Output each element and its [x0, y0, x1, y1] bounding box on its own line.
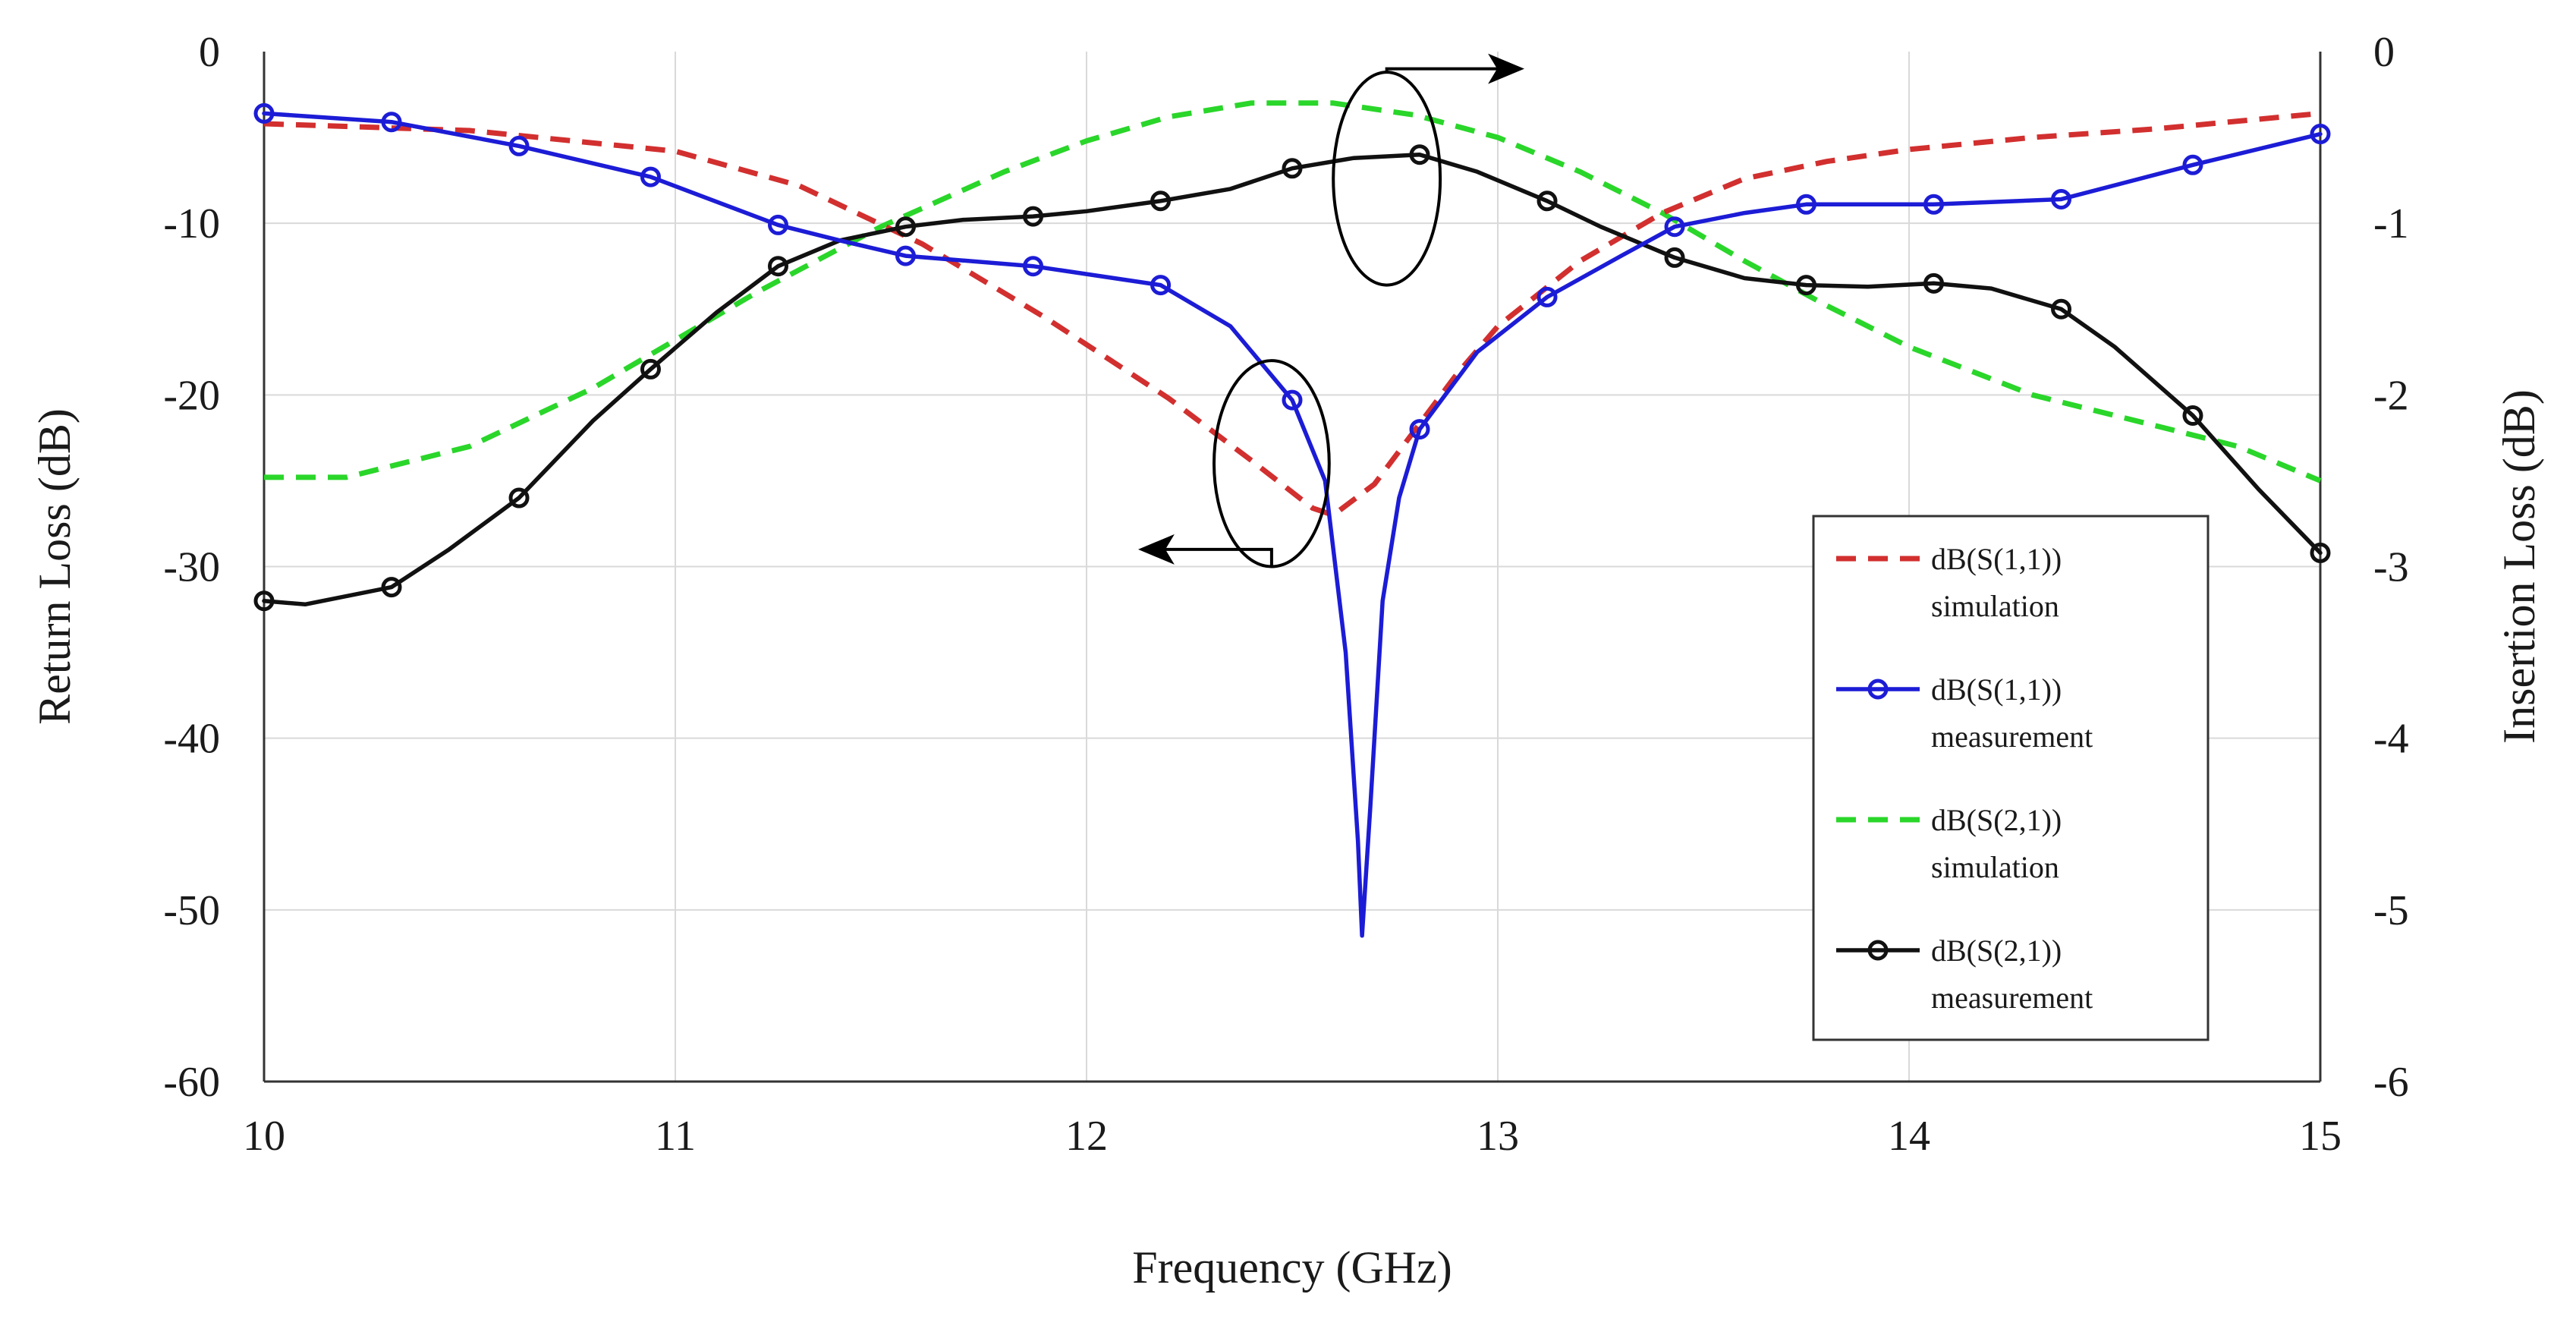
series-3-marker-6 [1023, 206, 1044, 227]
y2-tick-label-6: -6 [2373, 1059, 2409, 1106]
legend-label-0-line2: simulation [1931, 589, 2059, 623]
series-line-3 [262, 152, 2323, 607]
series-2 [264, 100, 2322, 483]
x-tick-label-4: 14 [1888, 1113, 1930, 1160]
series-3-marker-11 [1664, 247, 1685, 268]
legend-box [1812, 515, 2210, 1041]
series-3-marker-4 [768, 256, 788, 277]
y2-tick-label-0: 0 [2373, 29, 2395, 76]
legend-marker-3 [1867, 940, 1889, 961]
y-tick-label-4: -40 [163, 716, 220, 763]
series-1-marker-9 [1409, 419, 1430, 440]
series-3-marker-2 [508, 487, 530, 509]
plot-frame [263, 52, 2322, 1083]
series-line-1 [262, 111, 2323, 938]
x-tick-label-2: 12 [1065, 1113, 1108, 1160]
series-line-0 [263, 110, 2321, 518]
y-tick-label-5: -50 [163, 887, 220, 934]
y-tick-label-6: -60 [163, 1059, 220, 1106]
annotation-layer [1137, 53, 1525, 568]
legend-label-1-line2: measurement [1931, 720, 2093, 754]
tick-labels: 10 11 12 13 14 15 0 -10 -20 -30 -40 -50 -60 0 -1 -2 -3 -4… [163, 29, 2408, 1160]
series-1-marker-14 [2051, 189, 2072, 210]
x-tick-label-0: 10 [243, 1113, 285, 1160]
y-tick-label-2: -20 [163, 372, 220, 419]
legend-marker-1 [1867, 679, 1889, 700]
series-line-2 [264, 100, 2322, 483]
legend-label-0-line1: dB(S(1,1)) [1931, 542, 2062, 576]
series-1-marker-0 [253, 102, 275, 124]
series-3-marker-15 [2182, 405, 2203, 426]
series-3-marker-0 [253, 590, 275, 612]
series-1-marker-1 [381, 112, 402, 133]
series-layer [253, 100, 2331, 938]
legend: dB(S(1,1)) simulation dB(S(1,1)) measuremen… [1812, 515, 2210, 1041]
series-1-marker-15 [2182, 154, 2203, 175]
x-tick-label-1: 11 [655, 1113, 696, 1160]
y2-tick-label-4: -4 [2373, 716, 2409, 763]
series-1-marker-11 [1664, 216, 1685, 238]
series-1-marker-12 [1796, 194, 1816, 215]
series-1-marker-7 [1150, 275, 1172, 296]
series-3 [253, 144, 2331, 612]
y-tick-label-1: -10 [163, 200, 220, 247]
series-3-marker-5 [895, 216, 917, 238]
y2-tick-label-1: -1 [2373, 200, 2409, 247]
y2-tick-label-5: -5 [2373, 887, 2409, 934]
series-1-marker-16 [2310, 124, 2331, 145]
legend-label-2-line2: simulation [1931, 850, 2059, 884]
series-3-marker-7 [1150, 191, 1172, 212]
series-1-marker-8 [1282, 389, 1303, 411]
y2-tick-label-2: -2 [2373, 372, 2409, 419]
series-0 [263, 110, 2321, 518]
series-1 [253, 102, 2331, 938]
ellipse-insertion-loss-arrow [1385, 53, 1525, 84]
y-tick-label-0: 0 [199, 29, 220, 76]
y2-axis-title: Insertion Loss (dB) [2494, 389, 2544, 744]
x-tick-label-5: 15 [2299, 1113, 2342, 1160]
legend-label-3-line1: dB(S(2,1)) [1931, 934, 2062, 968]
y-tick-label-3: -30 [163, 544, 220, 591]
y-axis-title: Return Loss (dB) [30, 408, 80, 725]
ellipse-return-loss-arrow [1137, 534, 1273, 567]
series-1-marker-4 [768, 214, 788, 235]
y2-tick-label-3: -3 [2373, 544, 2409, 591]
series-1-marker-3 [640, 166, 661, 187]
series-3-marker-16 [2310, 542, 2331, 563]
series-3-marker-12 [1796, 275, 1816, 296]
series-3-marker-13 [1923, 272, 1945, 294]
legend-label-1-line1: dB(S(1,1)) [1931, 672, 2062, 707]
series-3-marker-3 [640, 358, 661, 379]
series-1-marker-13 [1923, 194, 1945, 215]
ellipse-insertion-loss [1332, 71, 1442, 287]
series-3-marker-8 [1282, 158, 1303, 179]
series-1-marker-10 [1536, 286, 1558, 307]
legend-label-2-line1: dB(S(2,1)) [1931, 803, 2062, 837]
series-1-marker-2 [508, 135, 530, 156]
legend-label-3-line2: measurement [1931, 981, 2093, 1015]
series-3-marker-14 [2051, 298, 2072, 320]
series-3-marker-10 [1536, 191, 1558, 212]
series-1-marker-5 [895, 245, 917, 266]
series-1-marker-6 [1023, 256, 1044, 277]
ellipse-return-loss [1213, 359, 1331, 568]
series-3-marker-9 [1409, 144, 1430, 165]
x-tick-label-3: 13 [1477, 1113, 1519, 1160]
series-3-marker-1 [381, 577, 402, 598]
x-axis-title: Frequency (GHz) [1132, 1242, 1452, 1293]
